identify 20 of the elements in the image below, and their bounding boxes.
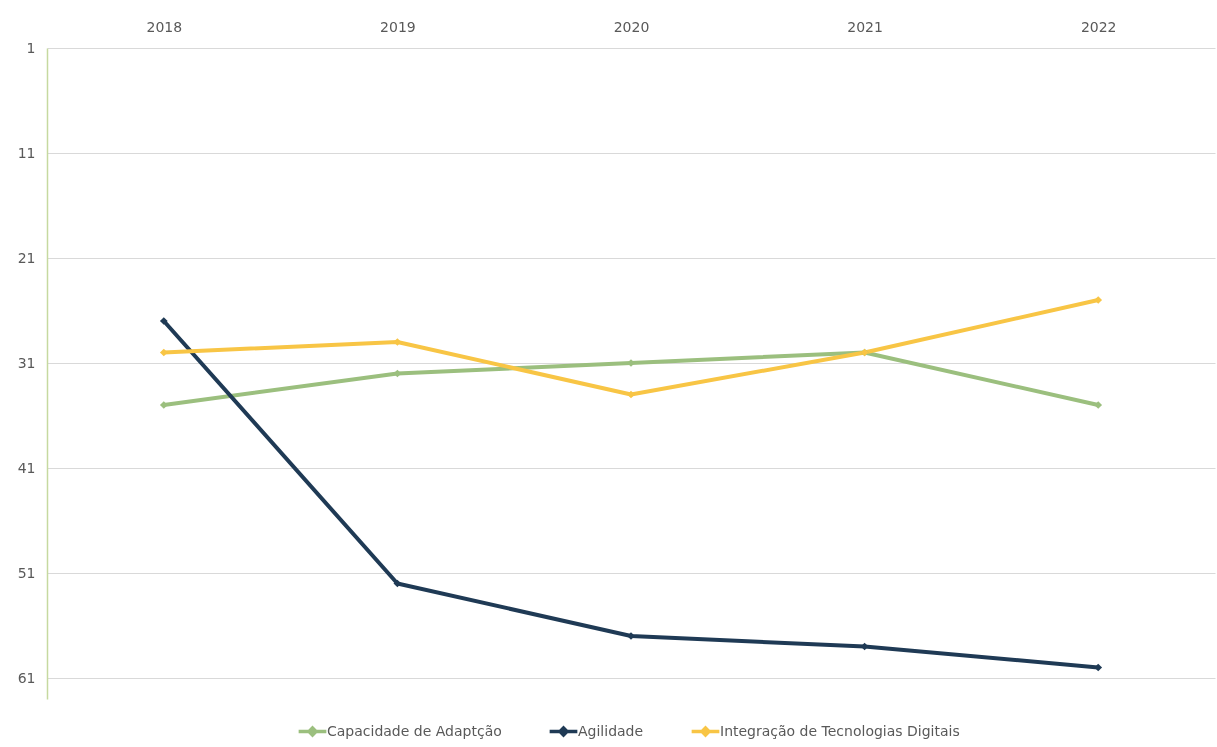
y-tick-label: 1: [26, 39, 36, 56]
point: [159, 401, 168, 409]
point: [627, 390, 635, 399]
y-tick-label: 41: [17, 459, 36, 476]
x-tick-label: 2020: [613, 18, 650, 35]
y-tick-label: 31: [17, 354, 36, 371]
y-tick-label: 21: [17, 249, 36, 266]
x-tick-label: 2019: [380, 18, 416, 35]
legend-label: Agilidade: [578, 722, 644, 739]
x-tick-label: 2021: [847, 18, 883, 35]
x-tick-label: 2018: [146, 18, 183, 35]
y-tick-label: 61: [17, 669, 36, 686]
point: [1094, 296, 1103, 304]
y-tick-label: 11: [17, 144, 36, 161]
point: [1094, 401, 1103, 409]
point: [159, 317, 168, 325]
legend-label: Integração de Tecnologias Digitais: [720, 722, 960, 739]
legend-label: Capacidade de Adaptção: [327, 722, 502, 739]
x-tick-label: 2022: [1080, 18, 1117, 35]
y-tick-label: 51: [17, 564, 36, 581]
